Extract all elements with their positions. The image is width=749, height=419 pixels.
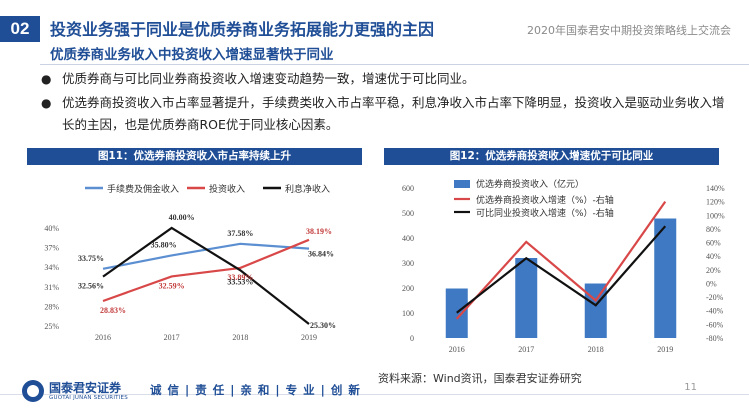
legend-label: 手续费及佣金收入 bbox=[107, 183, 179, 195]
source-note: 资料来源：Wind资讯，国泰君安证券研究 bbox=[378, 372, 582, 385]
right-tick-label: 60% bbox=[706, 239, 721, 248]
left-tick-label: 200 bbox=[402, 284, 414, 293]
chart-left-title: 图11：优选券商投资收入市占率持续上升 bbox=[27, 148, 362, 165]
series-line bbox=[456, 225, 667, 314]
bullet-item: ● 优质券商与可比同业券商投资收入增速变动趋势一致，增速优于可比同业。 bbox=[40, 68, 730, 90]
bullet-item: ● 优选券商投资收入市占率显著提升，手续费类收入市占率平稳，利息净收入市占率下降… bbox=[40, 92, 730, 136]
bullet-list: ● 优质券商与可比同业券商投资收入增速变动趋势一致，增速优于可比同业。 ● 优选… bbox=[40, 68, 730, 138]
data-label: 35.80% bbox=[151, 240, 177, 249]
x-tick-label: 2019 bbox=[301, 333, 317, 342]
right-tick-label: 40% bbox=[706, 252, 721, 261]
conference-name: 2020年国泰君安中期投资策略线上交流会 bbox=[527, 24, 731, 37]
page-subtitle: 优质券商业务收入中投资收入增速显著快于同业 bbox=[50, 47, 334, 63]
data-label: 36.84% bbox=[308, 250, 334, 259]
bullet-text: 优质券商与可比同业券商投资收入增速变动趋势一致，增速优于可比同业。 bbox=[62, 71, 475, 86]
x-tick-label: 2017 bbox=[518, 345, 534, 354]
data-label: 38.19% bbox=[306, 227, 332, 236]
right-tick-label: -40% bbox=[706, 307, 724, 316]
x-tick-label: 2017 bbox=[164, 333, 180, 342]
series-line bbox=[102, 226, 310, 325]
x-tick-label: 2016 bbox=[95, 333, 111, 342]
right-tick-label: 140% bbox=[706, 184, 725, 193]
left-tick-label: 500 bbox=[402, 209, 414, 218]
x-tick-label: 2016 bbox=[449, 345, 465, 354]
y-tick-label: 40% bbox=[44, 224, 59, 233]
y-tick-label: 28% bbox=[44, 302, 59, 311]
right-tick-label: 100% bbox=[706, 211, 725, 220]
y-tick-label: 31% bbox=[44, 283, 59, 292]
chart-right: 0 100 200 300 400 500 600 -80% -60% -40% -20% 0% 20%… bbox=[402, 178, 725, 354]
bullet-text: 优选券商投资收入市占率显著提升，手续费类收入市占率平稳，利息净收入市占率下降明显… bbox=[62, 95, 725, 132]
data-label: 25.30% bbox=[310, 321, 336, 330]
page-title: 投资业务强于同业是优质券商业务拓展能力更强的主因 bbox=[50, 20, 435, 39]
right-tick-label: 0% bbox=[706, 279, 717, 288]
series-line bbox=[455, 201, 667, 320]
data-label: 32.56% bbox=[78, 282, 104, 291]
left-tick-label: 600 bbox=[402, 184, 414, 193]
data-label: 28.83% bbox=[100, 306, 126, 315]
legend-label: 利息净收入 bbox=[285, 183, 330, 195]
right-tick-label: -60% bbox=[706, 320, 724, 329]
footer-slogan: 诚 信 | 责 任 | 亲 和 | 专 业 | 创 新 bbox=[150, 383, 361, 397]
bar bbox=[515, 258, 538, 338]
footer-divider bbox=[0, 394, 749, 395]
bar bbox=[654, 218, 677, 338]
data-label: 33.89% bbox=[227, 273, 253, 282]
logo-text: 国泰君安证券 bbox=[49, 381, 122, 395]
logo-text-en: GUOTAI JUNAN SECURITIES bbox=[49, 395, 128, 401]
x-tick-label: 2018 bbox=[588, 345, 604, 354]
left-tick-label: 0 bbox=[410, 334, 414, 343]
left-tick-label: 100 bbox=[402, 309, 414, 318]
legend-label: 可比同业投资收入增速（%）-右轴 bbox=[476, 207, 614, 219]
left-tick-label: 300 bbox=[402, 259, 414, 268]
right-tick-label: 80% bbox=[706, 225, 721, 234]
bullet-dot: ● bbox=[41, 72, 52, 86]
section-badge: 02 bbox=[0, 16, 40, 42]
data-label: 37.58% bbox=[227, 229, 253, 238]
y-tick-label: 34% bbox=[44, 263, 59, 272]
y-tick-label: 25% bbox=[44, 322, 59, 331]
company-logo: 国泰君安证券 GUOTAI JUNAN SECURITIES bbox=[22, 378, 136, 408]
right-tick-label: -20% bbox=[706, 293, 724, 302]
right-tick-label: 20% bbox=[706, 266, 721, 275]
bar bbox=[584, 283, 607, 338]
y-tick-label: 37% bbox=[44, 244, 59, 253]
data-label: 40.00% bbox=[169, 213, 195, 222]
right-tick-label: -80% bbox=[706, 334, 724, 343]
page-number: 11 bbox=[684, 382, 697, 393]
chart-left: 手续费及佣金收入 投资收入 利息净收入 25% 28% 31% 34% 37% 40% 2016 2… bbox=[44, 183, 336, 342]
legend-swatch bbox=[454, 180, 470, 188]
legend-label: 投资收入 bbox=[209, 183, 245, 195]
left-tick-label: 400 bbox=[402, 234, 414, 243]
chart-right-title: 图12：优选券商投资收入增速优于可比同业 bbox=[384, 148, 719, 165]
data-label: 33.75% bbox=[78, 254, 104, 263]
data-label: 32.59% bbox=[159, 281, 185, 290]
data-label: 33.53% bbox=[227, 277, 253, 286]
legend-label: 优选券商投资收入增速（%）-右轴 bbox=[476, 194, 614, 206]
logo-mark-icon bbox=[22, 380, 44, 402]
series-line bbox=[102, 242, 310, 270]
x-tick-label: 2018 bbox=[232, 333, 248, 342]
header-divider bbox=[40, 64, 749, 65]
bullet-dot: ● bbox=[41, 96, 52, 110]
legend-label: 优选券商投资收入（亿元） bbox=[476, 178, 584, 190]
x-tick-label: 2019 bbox=[657, 345, 673, 354]
series-line bbox=[102, 238, 310, 303]
bar bbox=[445, 288, 468, 338]
right-tick-label: 120% bbox=[706, 198, 725, 207]
